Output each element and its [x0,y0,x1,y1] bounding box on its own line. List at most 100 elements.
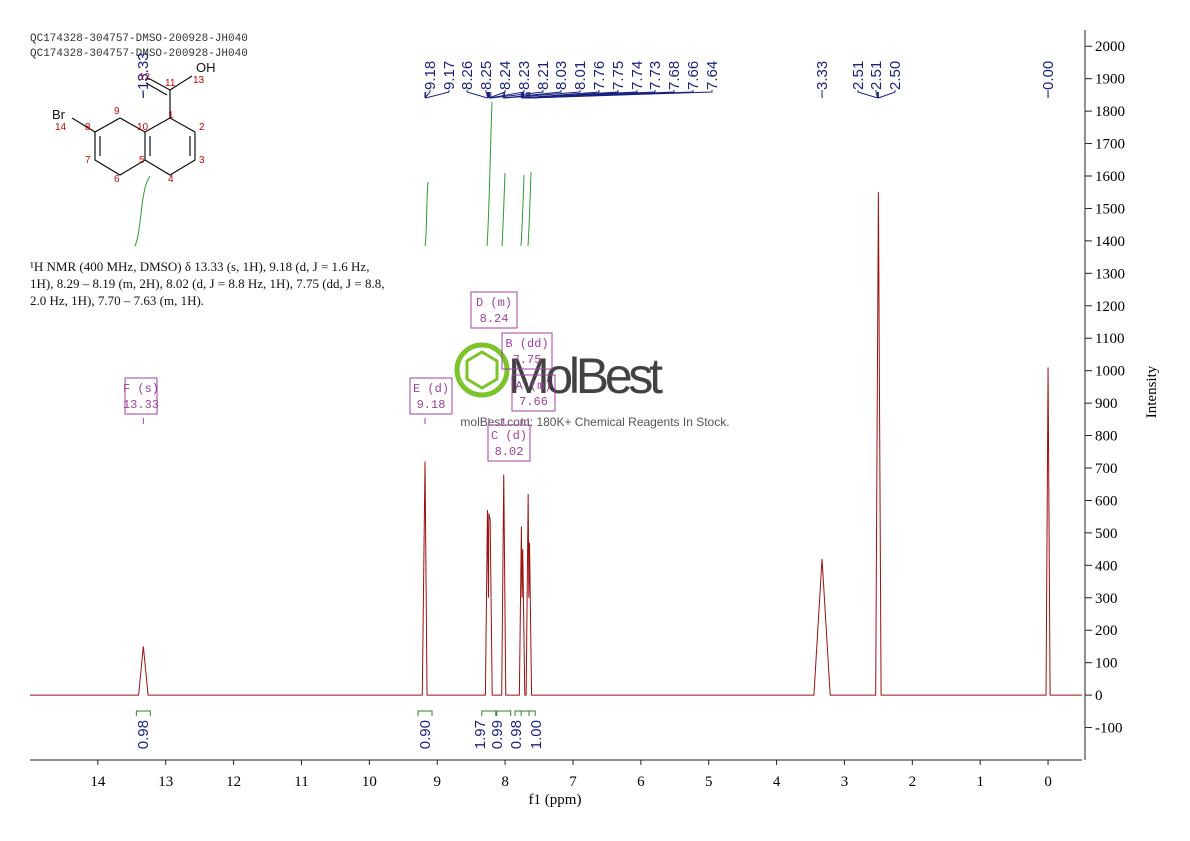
integral-curve [501,172,506,247]
integral-label: 1.97 [472,720,489,749]
multiplet-label: F (s) [123,382,159,396]
ring [144,117,196,176]
x-tick-label: 3 [841,774,849,790]
logo-hex [465,350,499,390]
atom-label: 12 [139,72,151,83]
x-tick-label: 7 [569,774,577,790]
peak-label: 2.50 [887,61,904,90]
y-axis-title: Intensity [1144,365,1160,418]
peak-label: 8.23 [516,61,533,90]
peak-label: 9.18 [422,61,439,90]
atom-label: 6 [114,174,120,185]
atom-label: 8 [85,122,91,133]
multiplet-shift: 8.02 [495,445,524,459]
integral-label: 0.98 [508,720,525,749]
x-tick-label: 5 [705,774,713,790]
multiplet-label: C (d) [491,429,527,443]
y-tick-label: 1100 [1095,331,1124,347]
header: QC174328-304757-DMSO-200928-JH040 QC1743… [30,33,248,60]
peak-label: 8.26 [459,61,476,90]
integral-bracket [520,710,536,716]
peak-label: 7.68 [666,61,683,90]
peak-leader [489,90,525,99]
peak-label: 7.76 [591,61,608,90]
multiplet-box [501,332,553,370]
multiplet-box [470,291,518,329]
peak-label: 7.75 [610,61,627,90]
multiplet-label: E (d) [413,382,449,396]
multiplet-shift: 7.66 [519,395,548,409]
watermark-brand: MolBest [508,348,663,404]
integral-bracket [417,710,433,716]
multiplet-shift: 8.24 [480,312,509,326]
x-tick-label: 0 [1044,774,1052,790]
peak-label: 8.01 [572,61,589,90]
peak-leader [875,90,879,99]
peak-leader [424,90,431,99]
header-line: QC174328-304757-DMSO-200928-JH040 [30,48,248,60]
peak-leader [488,90,506,99]
atom-label: 14 [55,122,67,133]
multiplet-box [409,377,453,415]
atom-label: 9 [114,106,120,117]
atom-label: 13 [193,75,205,86]
integral-curve [527,171,532,247]
nmr-description: ¹H NMR (400 MHz, DMSO) δ 13.33 (s, 1H), … [30,259,385,308]
x-axis-title: f1 (ppm) [529,792,582,808]
y-tick-label: 300 [1095,591,1118,607]
peak-leader [485,90,489,99]
peak-leader [425,90,450,99]
y-tick-label: 2000 [1095,39,1125,55]
peak-label: 9.17 [441,61,458,90]
y-tick-label: 1800 [1095,104,1125,120]
x-tick-label: 1 [976,774,984,790]
bond [71,117,96,133]
integral-bracket [514,710,530,716]
multiplet-label: A (m) [515,379,551,393]
y-tick-label: 1200 [1095,299,1125,315]
y-tick-label: -100 [1095,721,1123,737]
multiplet-shift: 9.18 [417,398,446,412]
x-tick-label: 14 [90,774,106,790]
y-tick-label: 1000 [1095,364,1125,380]
atom-label: 7 [85,155,91,166]
integral-label: 0.90 [417,720,434,749]
y-tick-label: 1400 [1095,234,1125,250]
multiplet-box [511,374,556,412]
integral-label: 0.99 [489,720,506,749]
y-tick-label: 500 [1095,526,1118,542]
multiplet-label: D (m) [476,296,512,310]
logo-ring [454,342,510,398]
peak-label: 8.03 [553,61,570,90]
integral-bracket [496,710,512,716]
peak-label: 8.24 [497,61,514,90]
x-tick-label: 10 [362,774,377,790]
multiplet-shift: 13.33 [123,398,159,412]
y-tick-label: 1500 [1095,201,1125,217]
integral-curve [520,174,525,247]
y-tick-label: 600 [1095,493,1118,509]
atom-label: 2 [199,122,205,133]
peak-label: 8.25 [478,61,495,90]
y-tick-label: 800 [1095,429,1118,445]
peak-label: 7.66 [685,61,702,90]
molecule [71,75,196,176]
atom-label: OH [196,60,216,75]
peak-leader [466,90,488,99]
atom-label: 5 [139,155,145,166]
y-tick-label: 700 [1095,461,1118,477]
atom-label: 4 [168,174,174,185]
integral-bracket [481,710,497,716]
y-tick-label: 1300 [1095,266,1125,282]
x-tick-label: 9 [433,774,441,790]
peak-label: 3.33 [814,61,831,90]
y-tick-label: 1700 [1095,137,1125,153]
atom-label: 11 [165,78,176,89]
x-tick-label: 8 [501,774,509,790]
watermark-tagline: molBest.com: 180K+ Chemical Reagents In … [460,415,729,429]
x-tick-label: 12 [226,774,241,790]
watermark: MolBest molBest.com: 180K+ Chemical Reag… [454,342,730,429]
peak-label: 2.51 [868,61,885,90]
